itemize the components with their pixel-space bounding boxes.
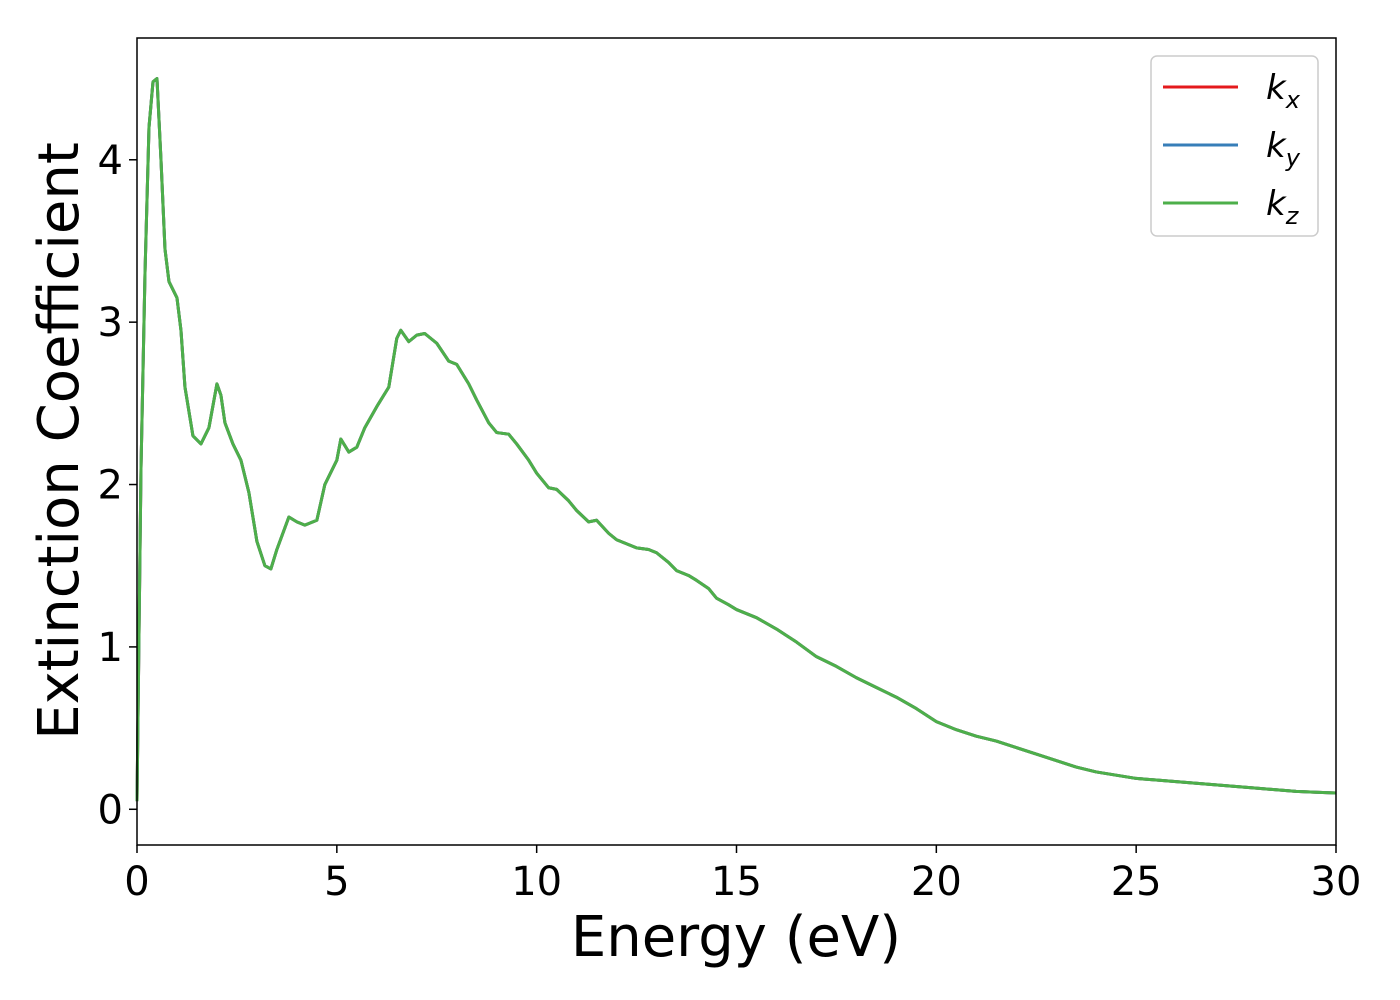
legend-label-z: kz [1266,184,1300,230]
y-tick-label: 3 [98,300,123,346]
x-tick-label: 20 [911,859,962,905]
y-tick-label: 0 [98,787,123,833]
y-axis-ticks: 0 1 2 3 4 [98,138,137,833]
series-layer [135,77,1337,802]
x-tick-label: 15 [711,859,762,905]
legend: kx ky kz [1150,55,1319,237]
series-line-z [135,77,1337,802]
legend-label-y: ky [1266,126,1301,172]
y-tick-label: 2 [98,463,123,509]
y-tick-label: 4 [98,138,123,184]
y-axis-label: Extinction Coefficient [27,142,92,740]
y-tick-label: 1 [98,625,123,671]
x-tick-label: 25 [1111,859,1162,905]
x-tick-label: 30 [1311,859,1362,905]
x-tick-label: 5 [324,859,349,905]
x-axis-ticks: 0 5 10 15 20 25 30 [124,845,1361,905]
x-tick-label: 10 [511,859,562,905]
legend-label-x: kx [1266,68,1301,114]
x-tick-label: 0 [124,859,149,905]
x-axis-label: Energy (eV) [571,905,901,970]
